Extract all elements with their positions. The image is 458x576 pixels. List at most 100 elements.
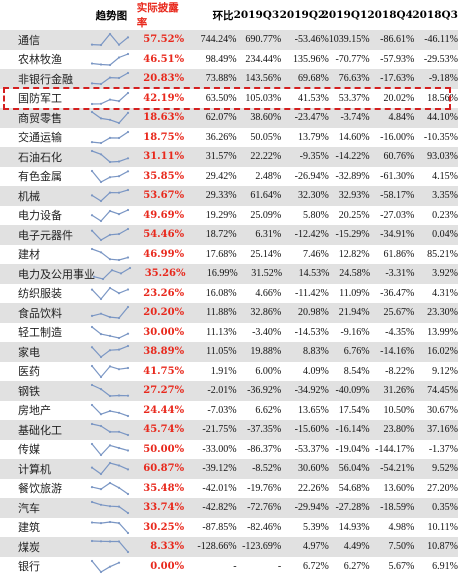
sparkline-point (127, 288, 129, 290)
sparkline-point (109, 64, 111, 66)
value-2018q4: -3.31% (370, 264, 414, 284)
value-2019q3: 234.44% (237, 50, 282, 70)
value-2018q3: 18.56% (414, 89, 458, 109)
disclosure-rate: 54.46% (137, 225, 185, 245)
sparkline-point (100, 142, 102, 144)
hb-value: -21.75% (184, 420, 236, 440)
value-2019q2: 13.65% (281, 401, 329, 421)
hb-value: -128.66% (184, 537, 236, 557)
sparkline (90, 52, 130, 67)
sparkline-point (118, 506, 120, 508)
value-2018q4: 4.84% (370, 108, 415, 128)
disclosure-rate: 42.19% (137, 89, 185, 109)
value-2018q3: 74.45% (414, 381, 458, 401)
disclosure-rate: 49.69% (137, 206, 185, 226)
sparkline-point (109, 316, 111, 318)
table-header: 趋势图 实际披露率 环比 2019Q3 2019Q2 2019Q1 2018Q4… (0, 0, 458, 30)
trend-cell (84, 362, 136, 382)
hb-value: 19.29% (184, 206, 236, 226)
sparkline-point (91, 195, 93, 197)
trend-cell (84, 69, 136, 89)
value-2019q3: -8.52% (237, 459, 282, 479)
sparkline-point (109, 505, 111, 507)
sparkline-point (127, 37, 129, 39)
sparkline-point (111, 269, 113, 271)
sparkline-point (91, 141, 93, 143)
value-2019q2: -9.35% (281, 147, 329, 167)
trend-cell (84, 108, 136, 128)
sparkline-line (92, 151, 128, 162)
sparkline-point (118, 100, 120, 102)
sparkline (90, 286, 130, 301)
trend-cell (84, 342, 136, 362)
sparkline-point (91, 214, 93, 216)
disclosure-rate: 0.00% (137, 557, 185, 576)
hb-value: 63.50% (184, 89, 236, 109)
sparkline-point (91, 486, 93, 488)
sparkline-line (92, 112, 128, 123)
value-2018q3: 10.87% (414, 537, 458, 557)
sparkline-point (91, 103, 93, 105)
hb-value: -33.00% (184, 440, 236, 460)
trend-cell (84, 50, 136, 70)
industry-name: 农林牧渔 (0, 50, 84, 70)
trend-cell (84, 537, 136, 557)
disclosure-rate: 45.74% (137, 420, 185, 440)
value-2019q2: 20.98% (281, 303, 329, 323)
industry-name: 石油石化 (0, 147, 84, 167)
trend-cell (84, 323, 136, 343)
sparkline-point (118, 561, 120, 563)
value-2019q2: -11.42% (281, 284, 329, 304)
value-2018q4: -58.17% (370, 186, 415, 206)
sparkline (90, 344, 130, 359)
value-2019q2: -14.53% (281, 323, 329, 343)
sparkline-point (118, 337, 120, 339)
disclosure-rate: 57.52% (136, 30, 184, 50)
sparkline-point (127, 256, 129, 258)
sparkline (90, 110, 130, 125)
value-2018q4: 7.50% (370, 537, 415, 557)
value-2019q2: 4.09% (281, 362, 329, 382)
trend-cell (84, 128, 136, 148)
industry-name: 煤炭 (0, 537, 84, 557)
sparkline-point (91, 44, 93, 46)
value-2019q3: 4.66% (237, 284, 282, 304)
disclosure-rate: 18.75% (137, 128, 185, 148)
sparkline (90, 422, 130, 437)
value-2019q2: 4.97% (281, 537, 329, 557)
value-2018q3: 93.03% (414, 147, 458, 167)
trend-cell (84, 30, 136, 50)
value-2018q4: -14.16% (370, 342, 415, 362)
sparkline-point (127, 532, 129, 534)
sparkline-point (100, 454, 102, 456)
sparkline-point (109, 395, 111, 397)
disclosure-rate: 33.74% (137, 498, 185, 518)
sparkline-point (129, 267, 131, 269)
disclosure-rate: 27.27% (137, 381, 185, 401)
value-2019q2: 69.68% (281, 69, 329, 89)
trend-cell (84, 206, 136, 226)
value-2019q2: -53.46% (281, 30, 329, 50)
value-2019q1: -15.29% (329, 225, 370, 245)
sparkline-point (109, 541, 111, 543)
disclosure-rate: 35.26% (138, 264, 185, 284)
sparkline (90, 71, 130, 86)
sparkline-point (91, 467, 93, 469)
value-2019q3: 25.14% (237, 245, 282, 265)
value-2018q3: 13.99% (414, 323, 458, 343)
hb-value: 18.72% (184, 225, 236, 245)
trend-cell (84, 225, 136, 245)
value-2018q4: -144.17% (370, 440, 415, 460)
hb-value: 62.07% (184, 108, 236, 128)
sparkline-point (100, 333, 102, 335)
value-2019q2: -34.92% (281, 381, 329, 401)
value-2018q3: 9.52% (414, 459, 458, 479)
sparkline-line (92, 561, 119, 572)
value-2018q3: -46.11% (414, 30, 458, 50)
value-2019q3: 105.03% (237, 89, 282, 109)
